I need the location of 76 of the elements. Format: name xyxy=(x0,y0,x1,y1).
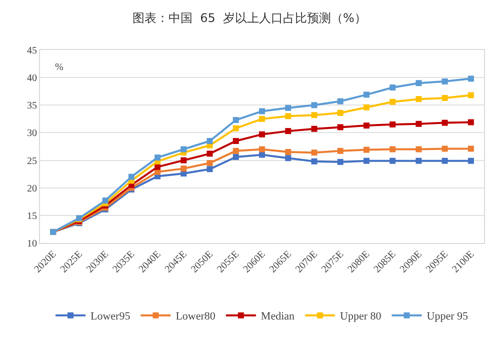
point xyxy=(206,160,213,166)
point xyxy=(390,121,396,128)
legend-label: Upper 80 xyxy=(340,310,382,323)
chart-title: 图表：中国 65 岁以上人口占比预测（%） xyxy=(132,11,366,26)
point xyxy=(154,154,161,161)
point xyxy=(232,138,239,144)
point xyxy=(285,128,292,134)
point xyxy=(259,152,265,158)
point xyxy=(337,124,344,130)
point xyxy=(416,96,422,102)
point xyxy=(232,125,239,132)
point xyxy=(390,84,396,90)
point xyxy=(390,146,396,152)
point xyxy=(232,117,239,124)
point xyxy=(363,146,370,153)
point xyxy=(337,98,344,104)
point xyxy=(206,138,213,144)
legend-label: Lower95 xyxy=(90,310,131,323)
point xyxy=(442,94,448,101)
point xyxy=(416,80,422,86)
legend-label: Lower80 xyxy=(176,310,216,323)
point xyxy=(259,146,265,152)
point xyxy=(180,157,187,164)
point xyxy=(442,158,448,164)
y-tick-label: 45 xyxy=(27,46,37,56)
point xyxy=(416,146,422,152)
point xyxy=(363,104,370,110)
y-tick-label: 15 xyxy=(27,210,37,222)
point xyxy=(337,148,344,154)
point xyxy=(416,120,422,127)
y-tick-label: 40 xyxy=(27,73,37,84)
point xyxy=(180,146,187,152)
y-axis-title: % xyxy=(55,62,64,73)
point xyxy=(363,158,370,164)
point xyxy=(390,98,396,105)
point xyxy=(232,148,239,154)
legend-label: Median xyxy=(260,310,296,323)
point xyxy=(337,158,344,165)
point xyxy=(128,174,134,180)
point xyxy=(311,158,318,164)
point xyxy=(442,78,448,84)
point xyxy=(390,158,396,164)
y-tick-label: 20 xyxy=(27,183,37,194)
point xyxy=(363,122,370,129)
legend-label: Upper 95 xyxy=(426,310,468,323)
point xyxy=(285,149,292,156)
point xyxy=(259,131,265,138)
y-tick-label: 35 xyxy=(27,100,37,112)
point xyxy=(311,112,318,118)
point xyxy=(468,76,474,82)
point xyxy=(468,119,474,126)
point xyxy=(311,150,318,156)
point xyxy=(180,166,187,172)
point xyxy=(259,108,265,114)
y-tick-label: 25 xyxy=(27,156,37,167)
point xyxy=(311,126,318,132)
point xyxy=(102,198,108,204)
point xyxy=(232,154,239,160)
point xyxy=(285,113,292,120)
y-tick-label: 10 xyxy=(27,238,37,250)
y-tick-label: 30 xyxy=(27,128,37,140)
point xyxy=(311,102,318,108)
point xyxy=(285,155,292,162)
point xyxy=(442,146,448,152)
point xyxy=(206,150,213,157)
point xyxy=(154,164,161,170)
point xyxy=(442,120,448,126)
point xyxy=(363,92,370,98)
point xyxy=(468,146,474,152)
point xyxy=(468,158,474,164)
point xyxy=(416,158,422,164)
point xyxy=(337,110,344,116)
point xyxy=(285,104,292,111)
point xyxy=(259,116,265,122)
point xyxy=(206,166,213,172)
point xyxy=(468,92,474,98)
